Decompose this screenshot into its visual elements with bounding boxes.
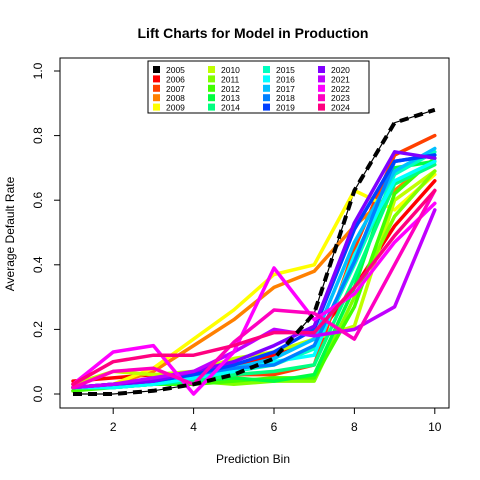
legend-swatch-2010: [208, 66, 215, 73]
legend-label-2018: 2018: [276, 93, 295, 103]
legend-swatch-2009: [153, 103, 160, 111]
legend-swatch-2019: [263, 103, 270, 111]
legend-label-2005: 2005: [166, 65, 185, 75]
series-line-2022: [71, 201, 437, 396]
y-axis-label: Average Default Rate: [3, 176, 17, 291]
legend-swatch-2011: [208, 75, 215, 83]
y-tick-label: 0.2: [31, 321, 45, 338]
x-tick-label: 2: [110, 420, 117, 434]
series-lines: [71, 107, 437, 396]
y-tick-label: 0.6: [31, 192, 45, 209]
legend-swatch-2021: [318, 75, 325, 83]
legend-label-2010: 2010: [221, 65, 240, 75]
legend-swatch-2020: [318, 66, 325, 73]
legend-label-2014: 2014: [221, 103, 240, 113]
series-line-2005: [73, 107, 436, 396]
legend-swatch-2012: [208, 84, 215, 92]
legend-swatch-2016: [263, 75, 270, 83]
legend-swatch-2013: [208, 94, 215, 102]
legend-label-2007: 2007: [166, 84, 185, 94]
x-tick-label: 4: [190, 420, 197, 434]
legend-label-2009: 2009: [166, 103, 185, 113]
plot-frame: [59, 57, 450, 409]
series-line-2009: [71, 172, 437, 390]
legend-swatch-2008: [153, 94, 160, 102]
series-line-2023: [71, 188, 437, 390]
x-tick-label: 8: [351, 420, 358, 434]
legend-label-2024: 2024: [331, 103, 350, 113]
legend-label-2021: 2021: [331, 74, 350, 84]
series-line-2024: [71, 188, 437, 387]
legend-swatch-2023: [318, 94, 325, 102]
legend-label-2006: 2006: [166, 74, 185, 84]
legend-swatch-2022: [318, 84, 325, 92]
x-tick-label: 6: [271, 420, 278, 434]
y-tick-label: 1.0: [31, 62, 45, 79]
legend-label-2012: 2012: [221, 84, 240, 94]
legend-label-2017: 2017: [276, 84, 295, 94]
legend-box: [147, 60, 370, 114]
legend-label-2011: 2011: [221, 74, 240, 84]
y-tick-label: 0.8: [31, 127, 45, 144]
legend-label-2015: 2015: [276, 65, 295, 75]
legend-swatch-2014: [208, 103, 215, 111]
chart-title: Lift Charts for Model in Production: [138, 25, 369, 41]
legend-swatch-2017: [263, 84, 270, 92]
legend-swatch-2018: [263, 94, 270, 102]
legend-label-2013: 2013: [221, 93, 240, 103]
y-tick-label: 0.4: [31, 256, 45, 273]
x-axis-label: Prediction Bin: [216, 452, 290, 466]
y-tick-label: 0.0: [31, 385, 45, 402]
legend-label-2019: 2019: [276, 103, 295, 113]
legend-label-2022: 2022: [331, 84, 350, 94]
legend-swatch-2005: [153, 66, 160, 73]
legend-swatch-2007: [153, 84, 160, 92]
legend-swatch-2024: [318, 103, 325, 111]
legend-label-2020: 2020: [331, 65, 350, 75]
legend-swatch-2015: [263, 66, 270, 73]
legend-swatch-2006: [153, 75, 160, 83]
x-tick-label: 10: [428, 420, 442, 434]
legend-label-2023: 2023: [331, 93, 350, 103]
legend-label-2016: 2016: [276, 74, 295, 84]
legend-label-2008: 2008: [166, 93, 185, 103]
